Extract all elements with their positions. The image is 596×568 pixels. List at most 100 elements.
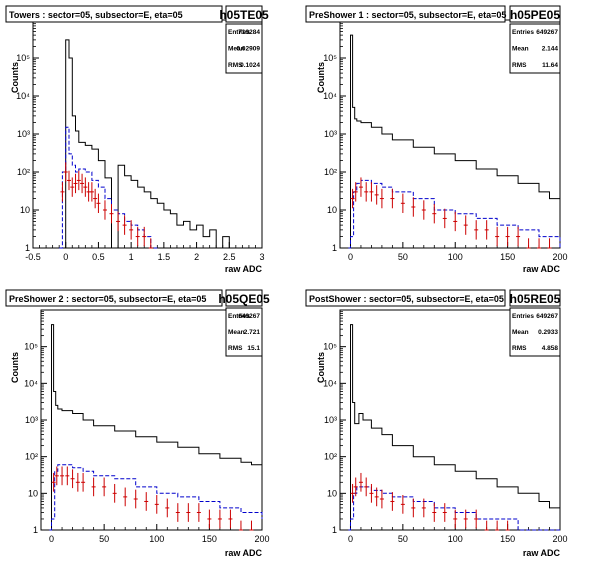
series-solid-step: [59, 39, 230, 249]
stats-label: Mean: [512, 329, 529, 336]
stats-value: 0.02909: [237, 45, 261, 52]
title-box: [305, 5, 506, 23]
y-tick-label: 10³: [324, 129, 337, 139]
x-tick-label: 100: [448, 252, 463, 262]
x-tick-label: 1: [129, 252, 134, 262]
series-error-points: [350, 177, 552, 249]
histogram-panel-1: -0.5 0 0.5 1 1.5 2 2.5 3 1 10 10² 10³ 10⁴ 10⁵ raw ADC C…: [5, 5, 269, 274]
histogram-line: [348, 324, 561, 531]
y-axis-label: Counts: [10, 352, 20, 383]
x-tick-label: 100: [149, 534, 164, 544]
histogram-line: [348, 179, 561, 249]
y-tick-label: 10⁴: [24, 378, 38, 388]
histogram-name: h05TE05: [219, 8, 269, 22]
series-dashed-step: [348, 179, 561, 249]
y-tick-label: 10³: [324, 415, 337, 425]
y-axis-label: Counts: [10, 62, 20, 93]
y-tick-label: 10: [327, 205, 337, 215]
series-error-points: [51, 466, 254, 531]
chart-title: PostShower : sector=05, subsector=E, eta…: [309, 294, 504, 304]
x-tick-label: 200: [552, 534, 567, 544]
histogram-line: [59, 39, 230, 249]
series-solid-step: [348, 34, 561, 249]
chart-title: PreShower 2 : sector=05, subsector=E, et…: [9, 294, 206, 304]
histogram-name: h05QE05: [218, 292, 270, 306]
stats-label: Entries: [228, 313, 250, 320]
histogram-panel-2: 0 50 100 150 200 1 10 10² 10³ 10⁴ 10⁵ raw ADC Counts…: [305, 5, 568, 274]
stats-box: [509, 307, 561, 357]
y-axis-label: Counts: [316, 62, 326, 93]
y-tick-label: 10²: [324, 167, 337, 177]
histogram-line: [348, 34, 561, 249]
stats-value: 719284: [238, 29, 260, 36]
stats-label: Mean: [512, 45, 529, 52]
stats-value: 2.721: [244, 329, 261, 336]
y-tick-label: 10³: [25, 415, 38, 425]
x-tick-label: 2.5: [223, 252, 236, 262]
histogram-panel-3: 0 50 100 150 200 1 10 10² 10³ 10⁴ 10⁵ raw ADC Counts…: [5, 289, 270, 558]
stats-value: 11.64: [542, 62, 558, 69]
x-tick-label: 0: [49, 534, 54, 544]
stats-box: [225, 307, 263, 357]
stats-label: RMS: [228, 62, 243, 69]
y-tick-label: 10⁵: [24, 342, 38, 352]
x-tick-label: 150: [202, 534, 217, 544]
y-tick-label: 10: [28, 488, 38, 498]
x-tick-label: 100: [448, 534, 463, 544]
histogram-panel-4: 0 50 100 150 200 1 10 10² 10³ 10⁴ 10⁵ raw ADC Counts…: [305, 289, 568, 558]
stats-value: 2.144: [542, 45, 559, 52]
y-tick-label: 1: [332, 525, 337, 535]
series-dashed-step: [59, 126, 158, 249]
stats-box: [225, 23, 263, 74]
stats-value: 4.858: [542, 345, 559, 352]
y-tick-label: 1: [25, 243, 30, 253]
histname-box: [225, 5, 263, 23]
y-tick-label: 10²: [25, 452, 38, 462]
chart-title: Towers : sector=05, subsector=E, eta=05: [9, 10, 183, 20]
x-axis-label: raw ADC: [225, 548, 263, 558]
histname-box: [225, 289, 263, 307]
stats-value: 649267: [536, 29, 558, 36]
y-tick-label: 10: [20, 205, 30, 215]
y-tick-label: 1: [33, 525, 38, 535]
x-tick-label: 0.5: [92, 252, 105, 262]
x-tick-label: -0.5: [25, 252, 41, 262]
x-tick-label: 0: [348, 252, 353, 262]
title-box: [5, 289, 223, 307]
stats-value: 0.2933: [538, 329, 558, 336]
x-axis-label: raw ADC: [225, 264, 263, 274]
x-axis-label: raw ADC: [523, 264, 561, 274]
stats-box: [509, 23, 561, 74]
histogram-line: [49, 324, 263, 531]
stats-label: Entries: [512, 29, 534, 36]
y-tick-label: 10⁵: [16, 53, 30, 63]
y-tick-label: 10⁴: [16, 91, 30, 101]
x-tick-label: 50: [398, 252, 408, 262]
x-tick-label: 2: [194, 252, 199, 262]
y-tick-label: 10: [327, 488, 337, 498]
y-tick-label: 1: [332, 243, 337, 253]
histogram-name: h05PE05: [510, 8, 560, 22]
y-axis-label: Counts: [316, 352, 326, 383]
title-box: [5, 5, 223, 23]
y-tick-label: 10⁴: [323, 378, 337, 388]
series-error-points: [60, 162, 153, 249]
x-tick-label: 50: [398, 534, 408, 544]
x-tick-label: 150: [500, 534, 515, 544]
chart-title: PreShower 1 : sector=05, subsector=E, et…: [309, 10, 506, 20]
x-tick-label: 0: [63, 252, 68, 262]
y-tick-label: 10²: [17, 167, 30, 177]
x-tick-label: 50: [99, 534, 109, 544]
stats-value: 15.1: [247, 345, 260, 352]
stats-label: RMS: [512, 62, 527, 69]
title-box: [305, 289, 506, 307]
stats-label: RMS: [228, 345, 243, 352]
y-tick-label: 10⁵: [323, 342, 337, 352]
x-tick-label: 200: [552, 252, 567, 262]
series-solid-step: [348, 324, 561, 531]
y-tick-label: 10²: [324, 452, 337, 462]
histogram-line: [59, 126, 158, 249]
stats-label: Mean: [228, 45, 245, 52]
x-axis-label: raw ADC: [523, 548, 561, 558]
